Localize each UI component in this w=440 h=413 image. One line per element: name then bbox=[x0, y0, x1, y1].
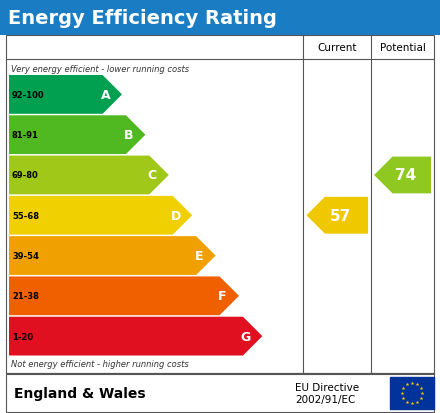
Text: Potential: Potential bbox=[380, 43, 425, 53]
Polygon shape bbox=[9, 237, 216, 275]
Text: A: A bbox=[101, 89, 110, 102]
Text: G: G bbox=[241, 330, 251, 343]
Text: F: F bbox=[218, 290, 227, 303]
Polygon shape bbox=[9, 156, 169, 195]
Text: 69-80: 69-80 bbox=[12, 171, 39, 180]
Text: B: B bbox=[124, 129, 134, 142]
Text: C: C bbox=[148, 169, 157, 182]
Text: E: E bbox=[195, 249, 203, 262]
Text: 1-20: 1-20 bbox=[12, 332, 33, 341]
Polygon shape bbox=[374, 157, 431, 194]
Text: D: D bbox=[171, 209, 181, 222]
Text: 2002/91/EC: 2002/91/EC bbox=[295, 394, 356, 404]
Polygon shape bbox=[9, 76, 122, 114]
Bar bbox=[390, 377, 434, 409]
Text: Current: Current bbox=[318, 43, 357, 53]
Polygon shape bbox=[9, 277, 239, 316]
Text: 55-68: 55-68 bbox=[12, 211, 39, 220]
Text: 39-54: 39-54 bbox=[12, 252, 39, 261]
Bar bbox=[0, 373, 440, 413]
Text: England & Wales: England & Wales bbox=[14, 386, 146, 400]
Text: 21-38: 21-38 bbox=[12, 292, 39, 301]
Text: 81-91: 81-91 bbox=[12, 131, 39, 140]
Polygon shape bbox=[9, 197, 192, 235]
Text: Energy Efficiency Rating: Energy Efficiency Rating bbox=[8, 9, 277, 27]
Polygon shape bbox=[9, 116, 145, 155]
Polygon shape bbox=[306, 197, 368, 234]
Text: Not energy efficient - higher running costs: Not energy efficient - higher running co… bbox=[11, 360, 189, 369]
Text: 74: 74 bbox=[395, 168, 416, 183]
Bar bbox=[6, 36, 434, 373]
Text: EU Directive: EU Directive bbox=[295, 382, 359, 392]
Text: 57: 57 bbox=[330, 208, 351, 223]
Bar bbox=[0, 0, 440, 36]
Polygon shape bbox=[9, 317, 262, 356]
Text: 92-100: 92-100 bbox=[12, 91, 44, 100]
Bar bbox=[6, 374, 434, 412]
Text: Very energy efficient - lower running costs: Very energy efficient - lower running co… bbox=[11, 64, 189, 74]
